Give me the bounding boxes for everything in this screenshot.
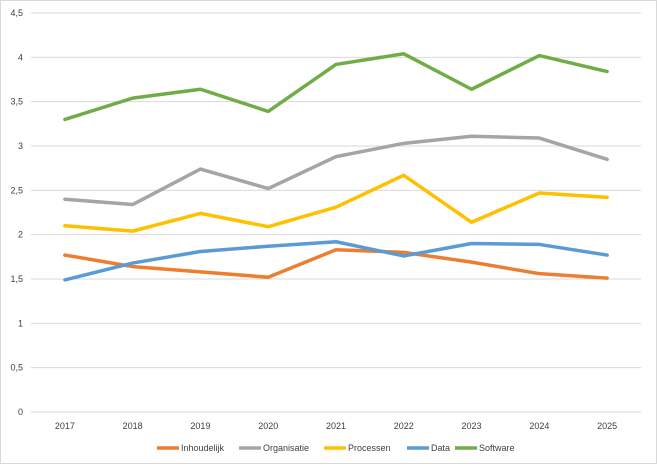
- legend-label: Organisatie: [263, 443, 309, 453]
- x-tick-label: 2025: [597, 421, 617, 431]
- x-axis: 2017 2018 2019 2020 2021 2022 2023 2024 2025: [55, 421, 617, 431]
- y-tick-label: 3: [18, 141, 23, 151]
- x-tick-label: 2017: [55, 421, 75, 431]
- y-tick-label: 1: [18, 318, 23, 328]
- series-line-organisatie: [63, 134, 609, 207]
- y-axis: 0 0,5 1 1,5 2 2,5 3 3,5 4 4,5: [10, 8, 23, 417]
- legend-label: Processen: [348, 443, 391, 453]
- series-line-software: [63, 52, 609, 122]
- y-tick-label: 0,5: [10, 363, 23, 373]
- x-tick-label: 2021: [326, 421, 346, 431]
- y-tick-label: 2,5: [10, 185, 23, 195]
- y-tick-label: 2: [18, 230, 23, 240]
- legend-label: Data: [431, 443, 450, 453]
- series-lines: [63, 52, 609, 282]
- series-line-processen: [63, 173, 609, 233]
- x-tick-label: 2020: [258, 421, 278, 431]
- x-tick-label: 2023: [462, 421, 482, 431]
- series-line-data: [63, 240, 609, 282]
- y-tick-label: 4: [18, 52, 23, 62]
- series-line-inhoudelijk: [63, 247, 609, 280]
- y-tick-label: 3,5: [10, 97, 23, 107]
- legend-label: Inhoudelijk: [181, 443, 225, 453]
- gridlines: [31, 12, 641, 413]
- x-tick-label: 2024: [529, 421, 549, 431]
- x-tick-label: 2022: [394, 421, 414, 431]
- x-tick-label: 2018: [123, 421, 143, 431]
- legend-label: Software: [479, 443, 515, 453]
- y-tick-label: 4,5: [10, 8, 23, 18]
- x-tick-label: 2019: [190, 421, 210, 431]
- y-tick-label: 0: [18, 407, 23, 417]
- y-tick-label: 1,5: [10, 274, 23, 284]
- legend: Inhoudelijk Organisatie Processen Data Softw…: [157, 443, 515, 453]
